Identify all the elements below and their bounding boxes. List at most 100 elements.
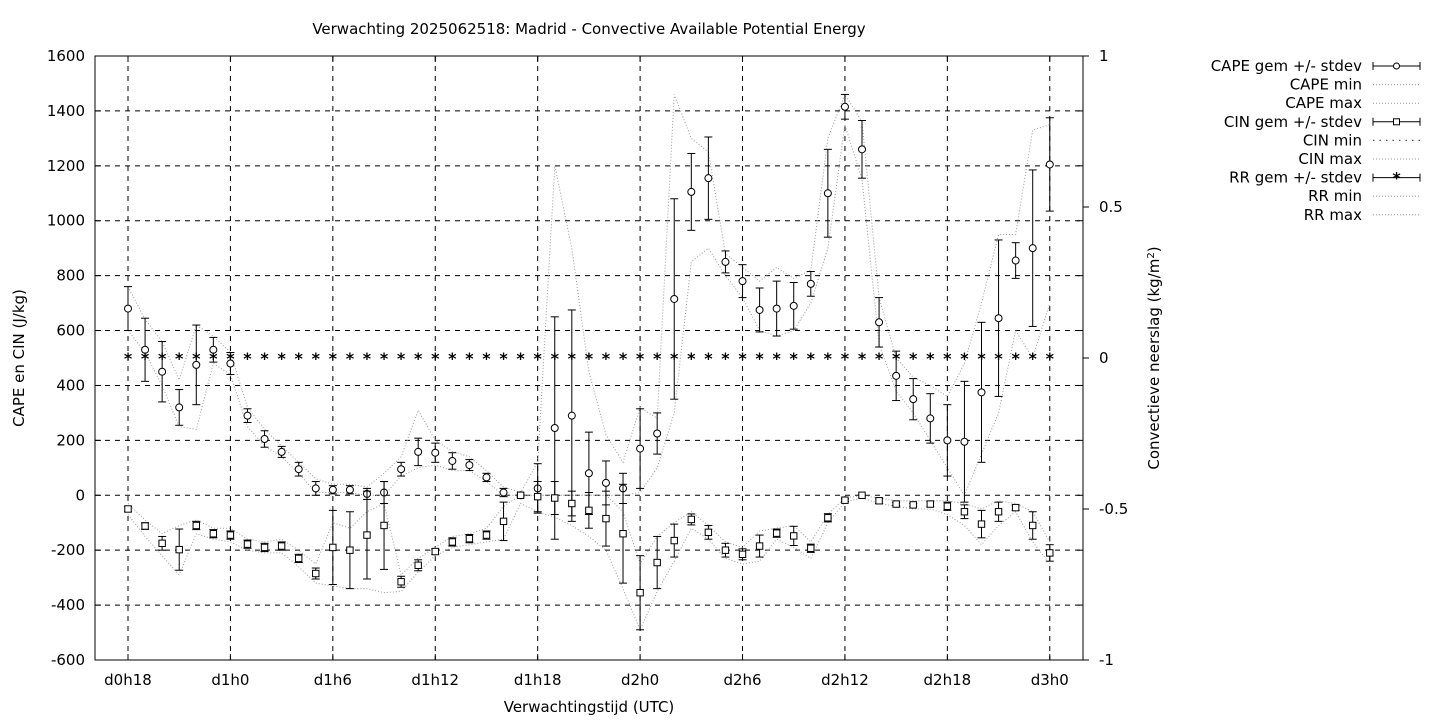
- y-tick-label: 800: [56, 267, 85, 285]
- cape-mean-point: [465, 461, 474, 470]
- y-tick-label: 1200: [47, 157, 85, 175]
- cape-mean-point: [892, 371, 901, 380]
- rr-mean-point: *: [636, 349, 645, 368]
- y-tick-label: 1600: [47, 47, 85, 65]
- cape-mean-point: [243, 411, 252, 420]
- legend-marker: [1393, 62, 1400, 70]
- cape-mean-point: [823, 189, 832, 198]
- rr-mean-point: *: [807, 349, 816, 368]
- cape-mean-point: [721, 257, 730, 266]
- cin-mean-point: [619, 530, 627, 538]
- rr-mean-point: *: [977, 349, 986, 368]
- cin-mean-point: [943, 502, 952, 510]
- y2-axis-label-main: Convectieve neerslag (kg/m: [1145, 259, 1163, 470]
- cin-mean-point: [346, 546, 354, 554]
- y-tick-label: -400: [51, 596, 85, 614]
- cin-mean-point: [636, 589, 644, 597]
- cape-mean-point: [755, 305, 764, 314]
- cin-mean-point: [755, 542, 764, 550]
- y2-axis-label: Convectieve neerslag (kg/m2): [1145, 246, 1163, 469]
- grid-lines: [95, 56, 1083, 660]
- y-tick-label: 1000: [47, 212, 85, 230]
- cape-mean-point: [158, 367, 167, 376]
- cin-mean-point: [175, 545, 183, 554]
- cin-mean-point: [312, 569, 320, 578]
- rr-mean-point: *: [312, 349, 321, 368]
- cape-mean-point: [687, 187, 696, 196]
- rr-mean-point: *: [687, 349, 696, 368]
- x-tick-label: d3h0: [1031, 671, 1069, 689]
- rr-mean-point: *: [277, 349, 286, 368]
- cin-mean-point: [977, 520, 986, 528]
- cin-mean-point: [448, 538, 457, 546]
- legend-label: RR gem +/- stdev: [1229, 169, 1362, 187]
- cin-mean-point: [551, 494, 559, 502]
- plot-area: * * * * * * * * * * * * * * * * * * * * * * * * * * * * * * * * * * * * * * * *…: [124, 93, 1055, 632]
- y-tick-label: -200: [51, 541, 85, 559]
- cape-mean-point: [1045, 160, 1054, 169]
- cin-mean-point: [414, 561, 422, 569]
- legend-label: CIN gem +/- stdev: [1224, 113, 1362, 131]
- rr-mean-point: *: [772, 349, 781, 368]
- rr-mean-point: *: [858, 349, 867, 368]
- cape-mean-point: [294, 465, 303, 474]
- chart-title: Verwachting 2025062518: Madrid - Convect…: [312, 20, 865, 38]
- cin-mean-point: [277, 542, 286, 550]
- cape-mean-point: [328, 485, 337, 494]
- cin-mean-point: [772, 529, 781, 537]
- cape-mean-point: [584, 469, 593, 478]
- cin-mean-point: [260, 543, 269, 552]
- cin-mean-point: [1029, 521, 1037, 530]
- cape-mean-point: [226, 359, 235, 368]
- rr-mean-point: *: [1046, 349, 1055, 368]
- rr-mean-point: *: [841, 349, 850, 368]
- cin-mean-point: [892, 500, 900, 508]
- rr-mean-point: *: [380, 349, 389, 368]
- rr-mean-point: *: [1011, 349, 1020, 368]
- legend-marker: [1393, 118, 1400, 126]
- rr-mean-point: *: [260, 349, 269, 368]
- rr-mean-point: *: [909, 349, 918, 368]
- cape-mean-point: [260, 434, 269, 443]
- cape-mean-point: [840, 102, 849, 111]
- legend-label: RR min: [1308, 187, 1362, 205]
- rr-mean-point: *: [499, 349, 508, 368]
- cin-mean-point: [994, 508, 1003, 516]
- x-tick-label: d2h18: [924, 671, 972, 689]
- cin-mean-point: [721, 546, 730, 554]
- rr-mean-point: *: [465, 349, 474, 368]
- y2-tick-label: -1: [1099, 651, 1114, 669]
- cin-mean-point: [209, 530, 218, 538]
- rr-mean-point: *: [141, 349, 150, 368]
- cape-mean-point: [209, 345, 218, 354]
- rr-mean-point: *: [363, 349, 372, 368]
- legend-label: CAPE gem +/- stdev: [1211, 57, 1362, 75]
- rr-mean-point: *: [295, 349, 304, 368]
- rr-mean-point: *: [704, 349, 713, 368]
- rr-mean-point: *: [533, 349, 542, 368]
- rr-mean-point: *: [790, 349, 799, 368]
- cape-mean-point: [141, 345, 150, 354]
- cape-mean-point: [567, 411, 576, 420]
- cin-mean-point: [568, 499, 576, 508]
- y2-tick-label: 0.5: [1099, 198, 1123, 216]
- y-tick-label: 600: [56, 322, 85, 340]
- legend-marker: *: [1392, 169, 1401, 188]
- cape-mean-point: [789, 301, 798, 310]
- rr-mean-point: *: [619, 349, 628, 368]
- cin-mean-point: [1046, 549, 1054, 557]
- y-axis-ticks: -600 -400 -200 0 200 400 600 800 1000 1200 1400 160…: [47, 47, 1083, 669]
- rr-mean-point: *: [226, 349, 235, 368]
- cape-mean-point: [943, 436, 952, 445]
- cape-mean-point: [124, 304, 132, 313]
- rr-mean-point: *: [892, 349, 901, 368]
- rr-mean-point: *: [875, 349, 884, 368]
- cape-mean-point: [909, 395, 918, 404]
- cape-mean-point: [192, 360, 201, 369]
- cape-mean-point: [738, 277, 747, 286]
- cape-mean-point: [994, 314, 1003, 323]
- rr-mean-point: *: [397, 349, 406, 368]
- cin-mean-point: [585, 506, 593, 515]
- rr-mean-point: *: [994, 349, 1003, 368]
- cin-mean-point: [243, 540, 252, 548]
